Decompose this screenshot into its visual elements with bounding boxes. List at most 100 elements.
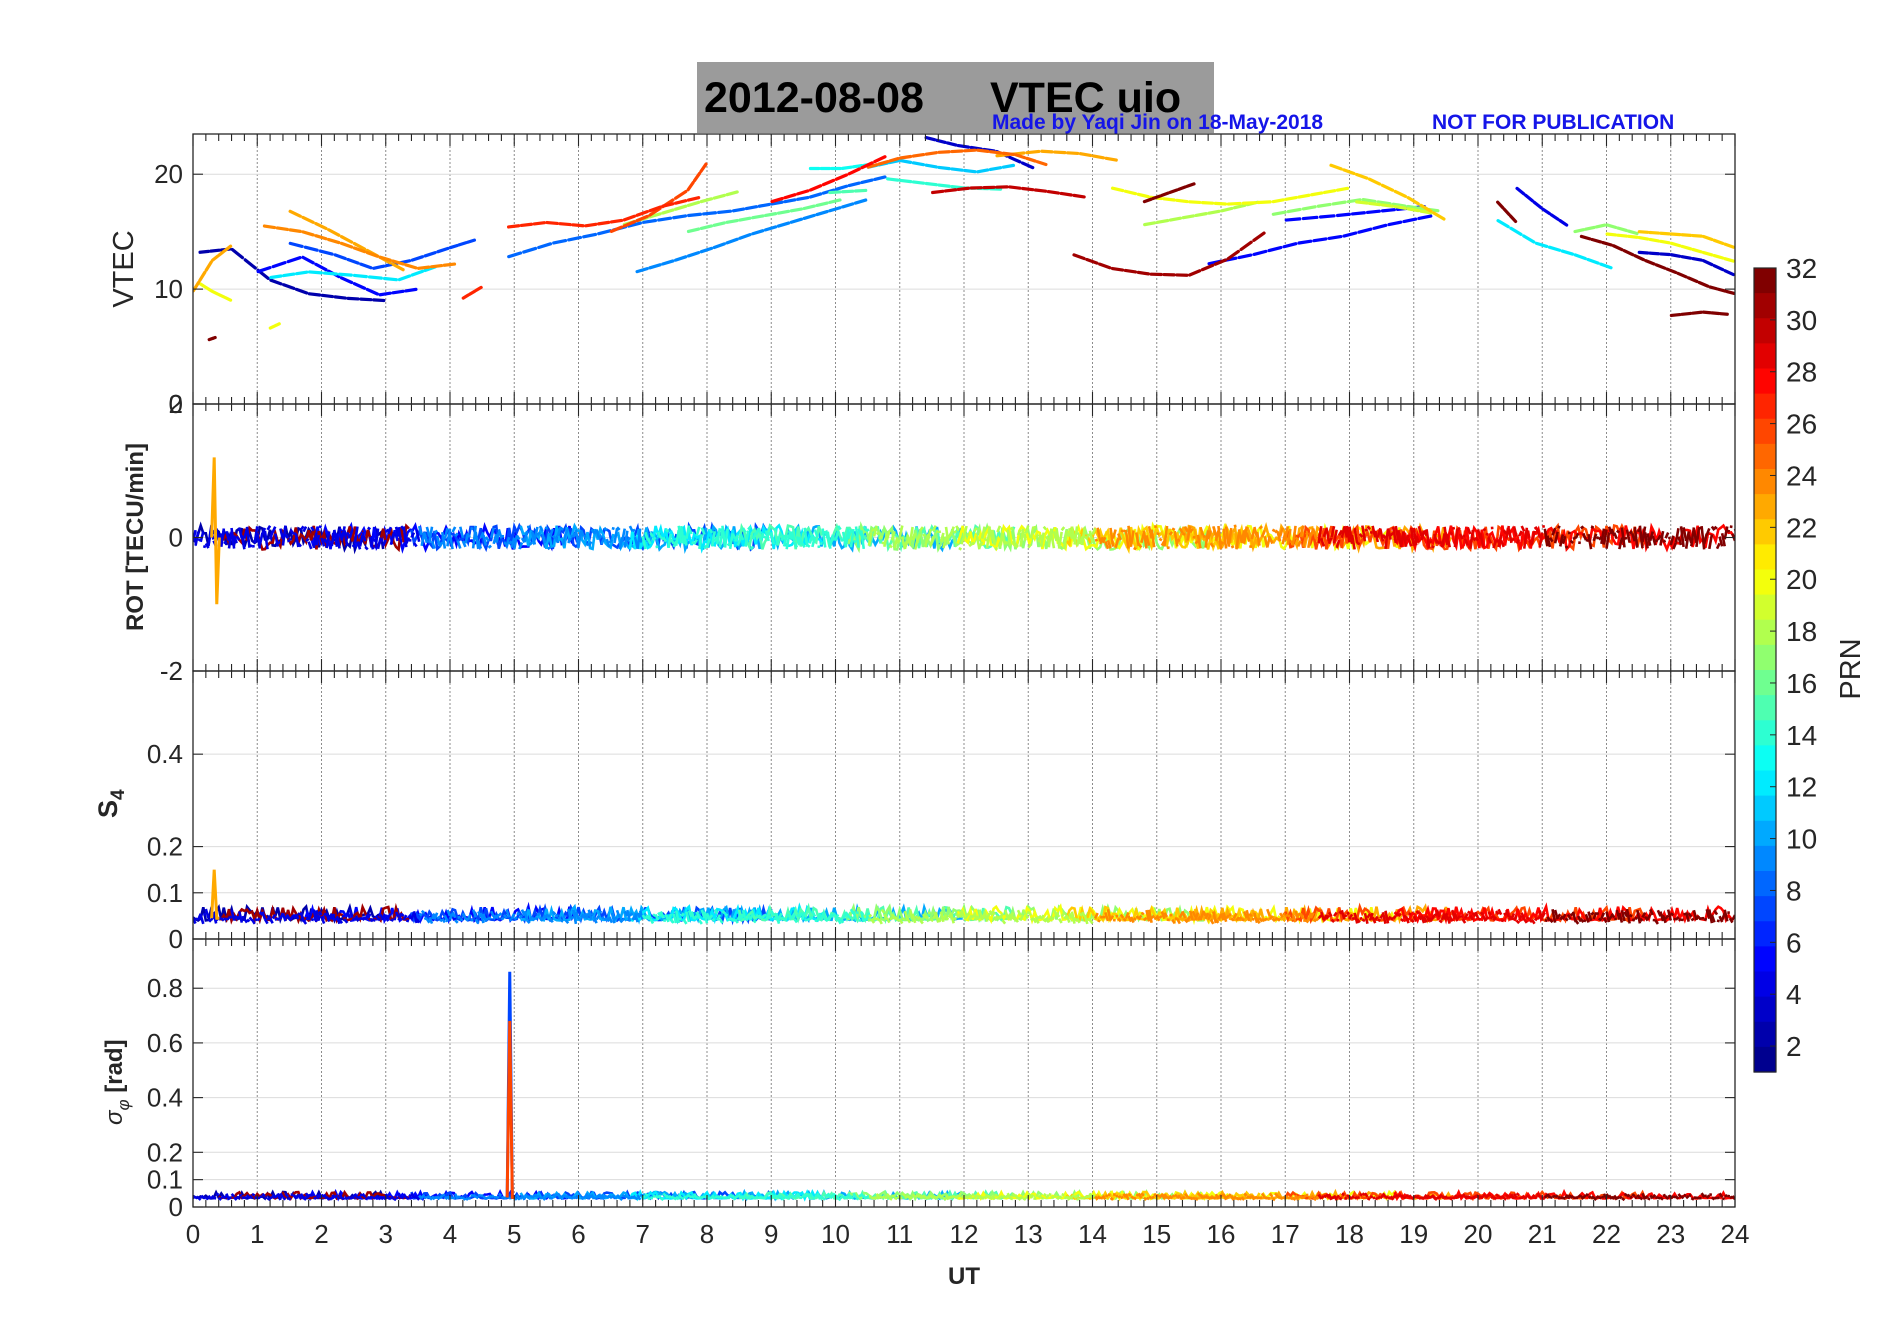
noise-step <box>1043 1193 1047 1197</box>
vtec-segment <box>687 212 703 218</box>
noise-step <box>672 913 678 924</box>
noise-step <box>1034 533 1040 539</box>
vtec-segment <box>282 272 296 278</box>
noise-step <box>494 531 501 543</box>
noise-step <box>1458 533 1464 540</box>
noise-step <box>629 1195 634 1200</box>
noise-step <box>636 528 642 550</box>
noise-step <box>1412 527 1418 546</box>
noise-step <box>1097 919 1101 923</box>
noise-step <box>700 909 706 919</box>
noise-step <box>641 914 647 920</box>
noise-step <box>749 1194 755 1199</box>
noise-step <box>1101 1194 1107 1201</box>
noise-step <box>1613 532 1618 540</box>
vtec-segment <box>1380 183 1395 192</box>
noise-step <box>1510 1193 1516 1200</box>
noise-step <box>457 915 461 919</box>
y-tick-label: 0.2 <box>147 1137 183 1167</box>
vtec-segment <box>333 295 347 300</box>
noise-step <box>299 911 305 922</box>
noise-step <box>1261 1192 1266 1199</box>
noise-step <box>1464 912 1469 919</box>
noise-step <box>263 530 269 550</box>
noise-step <box>551 1193 557 1198</box>
noise-step <box>686 1194 690 1198</box>
noise-step <box>317 910 323 916</box>
noise-step <box>223 540 228 545</box>
noise-step <box>993 914 999 922</box>
vtec-segment <box>888 159 900 165</box>
noise-step <box>1721 1197 1726 1201</box>
vtec-segment <box>327 237 341 245</box>
noise-step <box>412 542 418 548</box>
noise-step <box>834 530 840 542</box>
vtec-segment <box>442 262 457 267</box>
vtec-segment <box>963 168 977 174</box>
vtec-segment <box>699 197 714 204</box>
noise-step <box>1387 915 1392 921</box>
noise-step <box>333 529 339 547</box>
noise-step <box>944 1194 950 1201</box>
noise-step <box>1523 1196 1528 1200</box>
noise-step <box>903 910 909 921</box>
series-group-rot <box>193 457 1735 605</box>
noise-step <box>850 1196 855 1200</box>
noise-step <box>310 526 315 532</box>
noise-step <box>1261 918 1266 923</box>
noise-step <box>1464 1194 1469 1200</box>
noise-step <box>718 918 724 924</box>
vtec-segment <box>352 241 367 251</box>
noise-step <box>1225 1194 1230 1199</box>
vtec-segment <box>1387 220 1403 227</box>
noise-step <box>1029 1194 1035 1199</box>
noise-step <box>942 913 948 921</box>
noise-step <box>1163 525 1169 547</box>
noise-step <box>693 914 698 921</box>
noise-step <box>1487 536 1493 544</box>
vtec-segment <box>674 189 688 200</box>
vtec-segment <box>269 274 283 280</box>
noise-step <box>1386 528 1392 540</box>
noise-step <box>225 530 231 542</box>
noise-step <box>1638 525 1644 549</box>
noise-step <box>1602 529 1608 545</box>
noise-step <box>281 912 287 922</box>
noise-step <box>202 1195 207 1200</box>
noise-step <box>994 546 999 551</box>
noise-step <box>991 910 996 916</box>
colorbar-tick-label: 6 <box>1786 927 1802 958</box>
y-tick-label: 2 <box>169 389 183 419</box>
noise-step <box>361 531 367 542</box>
noise-step <box>402 1193 408 1199</box>
noise-step <box>1330 525 1336 538</box>
noise-step <box>752 919 757 924</box>
noise-step <box>919 919 924 925</box>
vtec-segment <box>1712 253 1725 260</box>
vtec-segment <box>1626 229 1639 236</box>
noise-step <box>1093 912 1099 919</box>
noise-step <box>1133 546 1137 551</box>
vtec-segment <box>1001 163 1016 169</box>
noise-step <box>901 1192 906 1197</box>
noise-step <box>199 914 205 925</box>
noise-step <box>510 912 516 920</box>
noise-step <box>1278 527 1284 537</box>
vtec-segment <box>282 283 296 291</box>
noise-step <box>387 526 393 535</box>
vtec-segment <box>1233 203 1247 210</box>
noise-step <box>312 909 318 923</box>
colorbar-tick-label: 12 <box>1786 772 1817 803</box>
noise-step <box>587 1193 593 1199</box>
noise-step <box>727 1195 731 1200</box>
noise-step <box>533 1193 539 1198</box>
noise-step <box>1651 535 1657 546</box>
noise-step <box>890 530 896 541</box>
noise-step <box>1402 530 1408 548</box>
vtec-segment <box>1599 262 1613 270</box>
noise-step <box>903 540 909 549</box>
noise-step <box>497 912 503 917</box>
noise-step <box>1422 1193 1428 1199</box>
noise-step <box>1245 909 1251 922</box>
noise-step <box>1564 545 1569 549</box>
